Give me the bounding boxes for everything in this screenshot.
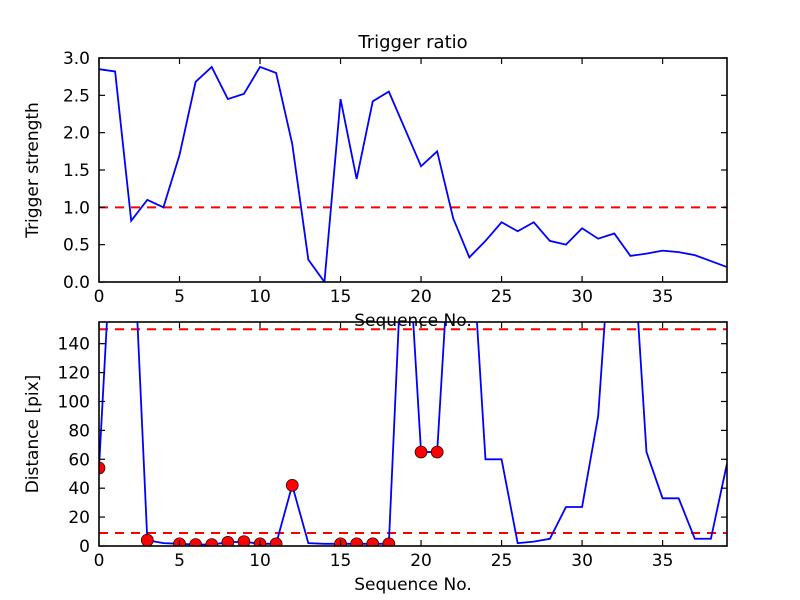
x-tick-label: 0 bbox=[94, 287, 105, 307]
y-tick-label: 1.0 bbox=[63, 198, 90, 218]
y-tick-label: 1.5 bbox=[63, 161, 90, 181]
y-tick-label: 0 bbox=[79, 537, 90, 557]
axes-frame-distance bbox=[98, 321, 728, 547]
x-tick-label: 15 bbox=[330, 287, 352, 307]
plot-area-distance bbox=[99, 322, 727, 546]
y-tick-label: 3.0 bbox=[63, 49, 90, 69]
plot-area-trigger-ratio bbox=[99, 65, 727, 282]
data-marker bbox=[237, 535, 251, 546]
x-axis-label-trigger-ratio: Sequence No. bbox=[354, 311, 471, 331]
x-tick-label: 25 bbox=[491, 551, 513, 571]
x-tick-label: 20 bbox=[410, 287, 432, 307]
data-line-distance bbox=[99, 322, 727, 546]
y-tick-label: 100 bbox=[58, 392, 90, 412]
axes-distance: 0 5 10 15 20 25 30 35 0 20 40 60 80 100 120 140 Sequence… bbox=[23, 321, 728, 595]
y-tick-label: 120 bbox=[58, 364, 90, 384]
x-tick-label: 30 bbox=[571, 551, 593, 571]
data-marker bbox=[382, 537, 396, 546]
data-marker bbox=[414, 445, 428, 459]
axes-trigger-ratio: 0 5 10 15 20 25 30 35 0.0 0.5 1.0 1.5 2.0 2.5 3.0 Seque… bbox=[23, 32, 728, 331]
data-line-trigger-ratio bbox=[99, 65, 727, 282]
y-tick-label: 40 bbox=[68, 479, 90, 499]
x-axis-label-distance: Sequence No. bbox=[354, 575, 471, 595]
data-marker bbox=[221, 536, 235, 546]
data-marker bbox=[350, 537, 363, 546]
data-marker bbox=[430, 445, 444, 459]
data-marker bbox=[140, 533, 154, 546]
x-tick-label: 15 bbox=[330, 551, 352, 571]
x-tick-label: 5 bbox=[174, 551, 185, 571]
y-tick-label: 0.5 bbox=[63, 236, 90, 256]
x-tick-label: 0 bbox=[94, 551, 105, 571]
data-marker bbox=[189, 538, 202, 546]
x-tick-label: 35 bbox=[652, 287, 674, 307]
x-tick-label: 20 bbox=[410, 551, 432, 571]
y-axis-label-trigger-ratio: Trigger strength bbox=[23, 102, 43, 239]
y-tick-label: 0.0 bbox=[63, 273, 90, 293]
x-tick-label: 10 bbox=[249, 287, 271, 307]
data-marker bbox=[285, 478, 299, 492]
chart-title-trigger-ratio: Trigger ratio bbox=[357, 32, 467, 53]
x-tick-label: 30 bbox=[571, 287, 593, 307]
y-axis-label-distance: Distance [pix] bbox=[23, 375, 43, 494]
x-tick-label: 10 bbox=[249, 551, 271, 571]
y-tick-label: 20 bbox=[68, 508, 90, 528]
data-marker bbox=[366, 537, 380, 546]
y-tick-label: 140 bbox=[58, 335, 90, 355]
x-tick-label: 35 bbox=[652, 551, 674, 571]
y-tick-label: 60 bbox=[68, 450, 90, 470]
y-tick-label: 2.0 bbox=[63, 124, 90, 144]
x-tick-label: 5 bbox=[174, 287, 185, 307]
y-tick-label: 80 bbox=[68, 421, 90, 441]
x-tick-label: 25 bbox=[491, 287, 513, 307]
data-marker bbox=[269, 537, 283, 546]
y-tick-label: 2.5 bbox=[63, 86, 90, 106]
data-marker bbox=[205, 538, 219, 546]
data-marker bbox=[99, 461, 106, 475]
